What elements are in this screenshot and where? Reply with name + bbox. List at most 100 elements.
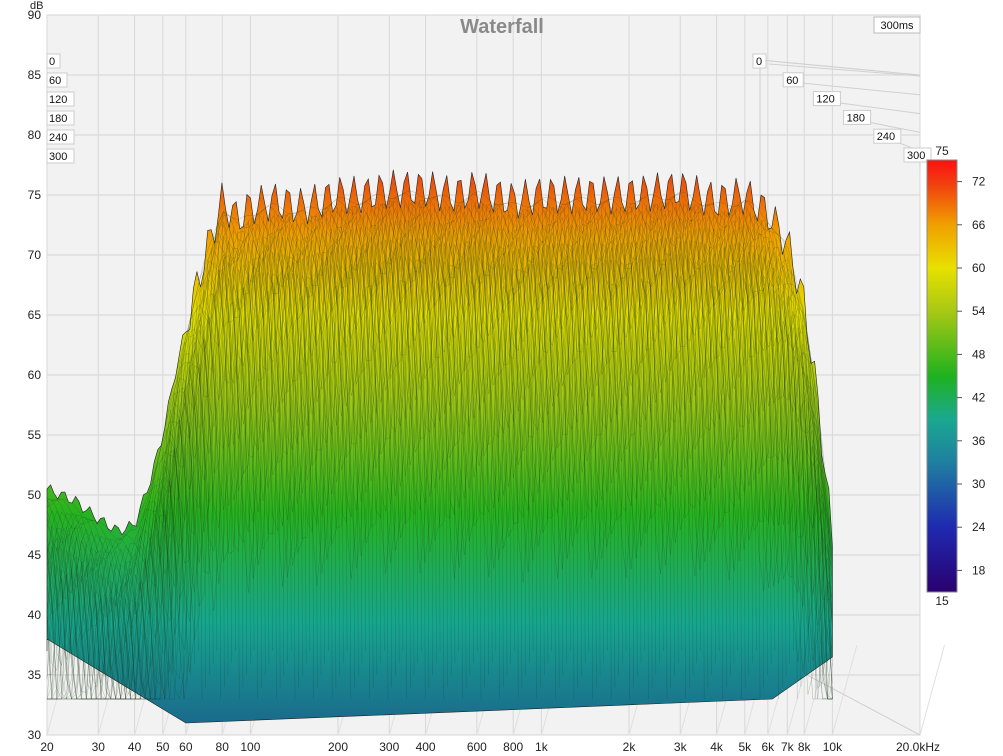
x-tick-label: 30 (92, 740, 106, 754)
surface-ridge (646, 204, 649, 700)
surface-ridge (382, 202, 385, 652)
surface-slice (46, 261, 833, 700)
chart-title: Waterfall (460, 16, 544, 38)
y-tick-label: 85 (28, 68, 42, 82)
surface-ridge (746, 208, 750, 676)
surface-ridge (824, 481, 828, 664)
surface-ridge (672, 201, 675, 676)
time-tick-label: 120 (816, 94, 834, 106)
surface-ridge (218, 224, 221, 700)
time-left-box (46, 129, 75, 145)
surface-ridge (538, 207, 541, 688)
surface-ridge (337, 207, 340, 676)
time-tick-label: 180 (847, 112, 865, 124)
surface-ridge (393, 200, 396, 676)
surface-ridge (720, 212, 724, 700)
surface-ridge (367, 206, 370, 700)
colorbar-tick-label: 18 (972, 563, 986, 577)
colorbar-tick-label: 36 (972, 434, 986, 448)
surface-slice (46, 228, 833, 700)
surface-slice (47, 239, 833, 700)
surface-ridge (411, 200, 415, 676)
x-tick-label: 7k (781, 740, 795, 754)
surface-ridge (300, 218, 303, 676)
surface-ridge (813, 384, 817, 700)
time-tick-box (812, 91, 841, 107)
surface-ridge (214, 236, 218, 652)
surface-ridge (196, 300, 199, 652)
surface-slice (46, 225, 833, 700)
surface-body (46, 169, 833, 724)
surface-ridge (318, 213, 322, 676)
surface-ridge (441, 204, 445, 700)
surface-ridge (754, 214, 757, 652)
time-tick-box (903, 147, 932, 163)
surface-ridge (277, 213, 281, 688)
surface-ridge (609, 206, 612, 700)
x-tick-label: 2k (623, 740, 637, 754)
surface-ridge (497, 207, 500, 700)
y-tick-label: 90 (28, 8, 42, 22)
surface-ridge (787, 256, 790, 664)
x-tick-label: 10k (823, 740, 843, 754)
time-axis-ticks: 0 60 120 180 240 300 (752, 53, 932, 170)
surface-ridge (303, 218, 307, 664)
colorbar-tick-label: 24 (972, 520, 986, 534)
surface-ridge (419, 200, 422, 652)
surface-slice (46, 201, 833, 587)
surface-ridge (664, 202, 668, 700)
surface-slice (47, 253, 833, 700)
colorbar-min: 15 (935, 594, 949, 608)
surface-ridge (757, 217, 761, 700)
surface-ridge (649, 204, 653, 688)
surface-ridge (415, 200, 418, 664)
surface-slice (46, 237, 833, 700)
surface-ridge (716, 212, 720, 652)
surface-ridge (627, 206, 631, 700)
waterfall-surface (46, 169, 833, 724)
time-left-label: 120 (49, 94, 67, 106)
surface-ridge (597, 206, 601, 676)
surface-ridge (378, 203, 381, 664)
y-tick-label: 30 (28, 728, 42, 742)
surface-ridge (467, 203, 471, 676)
x-tick-label: 50 (156, 740, 170, 754)
surface-ridge (374, 204, 378, 676)
surface-ridge (545, 206, 549, 664)
x-tick-label: 40 (128, 740, 142, 754)
surface-ridge (396, 200, 400, 664)
surface-ridge (698, 207, 701, 652)
surface-ridge (575, 206, 578, 688)
surface-ridge (512, 212, 515, 652)
surface-slice (46, 238, 833, 700)
surface-ridge (263, 215, 266, 676)
surface-slice (46, 221, 833, 686)
surface-ridge (739, 208, 742, 700)
surface-ridge (571, 206, 575, 700)
surface-ridge (363, 206, 366, 652)
surface-slice (46, 237, 833, 700)
time-left-label: 240 (49, 132, 67, 144)
surface-slice (46, 197, 833, 562)
surface-ridge (184, 342, 188, 688)
surface-ridge (292, 217, 296, 700)
surface-slice (47, 255, 833, 700)
surface-ridge (504, 210, 508, 676)
surface-ridge (333, 208, 337, 688)
surface-ridge (694, 205, 697, 664)
surface-ridge (556, 206, 560, 688)
surface-slice (46, 254, 833, 700)
surface-ridge (668, 202, 671, 688)
surface-ridge (426, 201, 430, 688)
surface-ridge (489, 205, 493, 664)
y-tick-label: 55 (28, 428, 42, 442)
time-tick-label: 240 (877, 131, 895, 143)
time-left-label: 300 (49, 151, 67, 163)
surface-ridge (590, 206, 593, 700)
surface-slice (46, 194, 833, 568)
x-axis-ticks: 20 30 40 50 60 80 100 200 300 400 600 800 1k 2k 3k 4k 5k… (40, 740, 940, 754)
surface-ridge (225, 217, 229, 676)
surface-ridge (449, 206, 452, 676)
surface-ridge (594, 206, 597, 688)
surface-ridge (798, 296, 802, 688)
